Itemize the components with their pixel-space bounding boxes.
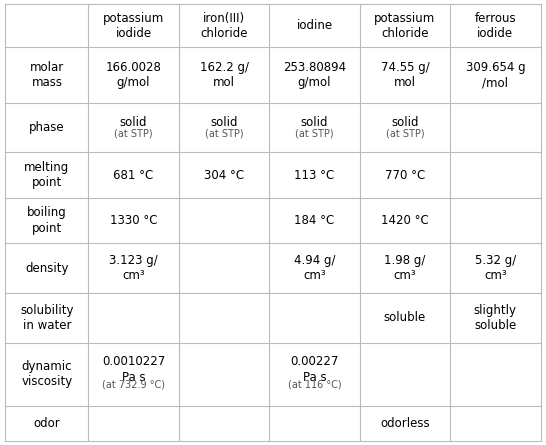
Text: solubility
in water: solubility in water [20, 304, 74, 332]
Text: solid: solid [391, 116, 419, 129]
Text: soluble: soluble [384, 312, 426, 324]
Text: solid: solid [120, 116, 147, 129]
Text: 166.0028
g/mol: 166.0028 g/mol [106, 61, 162, 89]
Text: 253.80894
g/mol: 253.80894 g/mol [283, 61, 346, 89]
Text: slightly
soluble: slightly soluble [474, 304, 517, 332]
Text: (at 116 °C): (at 116 °C) [288, 380, 341, 389]
Text: density: density [25, 262, 69, 275]
Text: 5.32 g/
cm³: 5.32 g/ cm³ [474, 254, 516, 282]
Text: solid: solid [210, 116, 238, 129]
Text: 304 °C: 304 °C [204, 169, 244, 182]
Text: 184 °C: 184 °C [294, 214, 335, 227]
Text: ferrous
iodide: ferrous iodide [474, 12, 516, 40]
Text: 1420 °C: 1420 °C [381, 214, 429, 227]
Text: 1.98 g/
cm³: 1.98 g/ cm³ [384, 254, 425, 282]
Text: 1330 °C: 1330 °C [110, 214, 157, 227]
Text: 74.55 g/
mol: 74.55 g/ mol [381, 61, 429, 89]
Text: melting
point: melting point [25, 161, 69, 190]
Text: iodine: iodine [296, 20, 333, 32]
Text: (at STP): (at STP) [205, 128, 244, 138]
Text: 0.0010227
Pa s: 0.0010227 Pa s [102, 355, 165, 384]
Text: (at STP): (at STP) [385, 128, 424, 138]
Text: 113 °C: 113 °C [294, 169, 335, 182]
Text: 3.123 g/
cm³: 3.123 g/ cm³ [109, 254, 158, 282]
Text: potassium
chloride: potassium chloride [374, 12, 436, 40]
Text: boiling
point: boiling point [27, 206, 67, 235]
Text: solid: solid [301, 116, 328, 129]
Text: 770 °C: 770 °C [385, 169, 425, 182]
Text: odorless: odorless [380, 417, 430, 429]
Text: dynamic
viscosity: dynamic viscosity [21, 360, 73, 388]
Text: (at STP): (at STP) [295, 128, 334, 138]
Text: potassium
iodide: potassium iodide [103, 12, 164, 40]
Text: odor: odor [33, 417, 60, 429]
Text: phase: phase [29, 121, 65, 134]
Text: 681 °C: 681 °C [114, 169, 154, 182]
Text: 0.00227
Pa s: 0.00227 Pa s [290, 355, 339, 384]
Text: 309.654 g
/mol: 309.654 g /mol [466, 61, 525, 89]
Text: 4.94 g/
cm³: 4.94 g/ cm³ [294, 254, 335, 282]
Text: (at 732.9 °C): (at 732.9 °C) [102, 380, 165, 389]
Text: (at STP): (at STP) [114, 128, 153, 138]
Text: molar
mass: molar mass [30, 61, 64, 89]
Text: 162.2 g/
mol: 162.2 g/ mol [199, 61, 248, 89]
Text: iron(III)
chloride: iron(III) chloride [200, 12, 248, 40]
